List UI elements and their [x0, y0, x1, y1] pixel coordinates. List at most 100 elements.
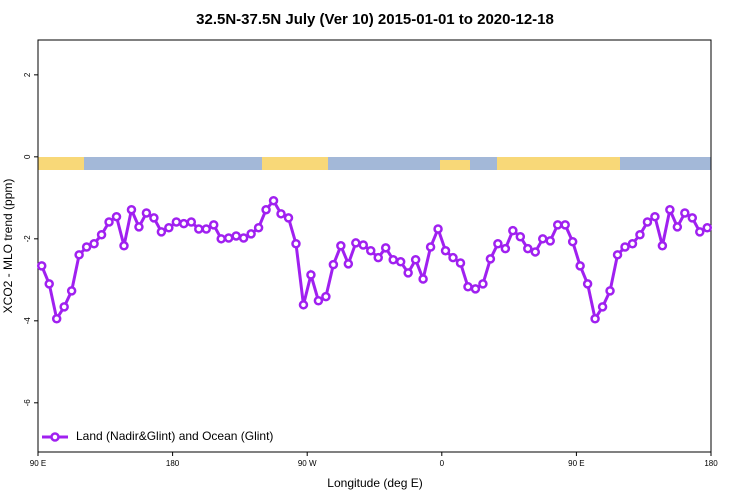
data-point	[582, 279, 593, 289]
data-point	[298, 300, 309, 310]
data-point	[194, 224, 204, 234]
data-point	[253, 223, 264, 233]
data-point	[51, 314, 62, 324]
y-tick-label: -6	[23, 399, 32, 407]
data-point	[366, 245, 376, 256]
x-axis-label: Longitude (deg E)	[327, 476, 422, 490]
data-point	[201, 224, 211, 234]
data-point	[126, 204, 137, 215]
data-point	[500, 243, 511, 254]
data-point	[149, 213, 159, 223]
x-tick-label: 90 E	[30, 459, 46, 468]
data-point	[687, 213, 698, 223]
data-point	[463, 282, 473, 292]
data-point	[433, 224, 443, 234]
chart-title: 32.5N-37.5N July (Ver 10) 2015-01-01 to …	[196, 11, 554, 28]
data-point	[650, 211, 660, 222]
data-point	[156, 227, 167, 237]
data-point	[538, 234, 548, 244]
data-point	[597, 302, 608, 312]
data-point	[635, 229, 645, 240]
data-point	[276, 209, 286, 219]
data-point	[530, 247, 541, 257]
data-point	[493, 238, 503, 249]
data-point	[523, 243, 533, 254]
data-point	[515, 232, 526, 242]
legend: Land (Nadir&Glint) and Ocean (Glint)	[42, 429, 273, 443]
data-point	[283, 213, 294, 223]
y-axis-label: XCO2 - MLO trend (ppm)	[1, 179, 15, 314]
data-point	[567, 236, 578, 247]
data-point	[395, 257, 406, 267]
data-point	[627, 238, 638, 249]
data-point	[111, 211, 122, 222]
plot-frame	[37, 39, 712, 453]
y-tick-label: 2	[23, 72, 32, 77]
data-point	[508, 225, 518, 236]
data-point	[552, 220, 563, 230]
data-point	[448, 252, 458, 263]
data-point	[119, 241, 129, 251]
data-point	[66, 286, 77, 296]
data-point	[268, 195, 279, 206]
x-tick-label: 180	[166, 459, 180, 468]
y-tick-label: -2	[23, 235, 32, 243]
x-tick-label: 90 W	[298, 459, 317, 468]
data-point	[410, 254, 421, 265]
data-point	[81, 242, 92, 252]
data-point	[478, 279, 488, 289]
data-point	[358, 240, 369, 250]
data-point	[164, 223, 174, 233]
data-point	[620, 242, 630, 252]
data-point	[672, 222, 683, 232]
data-point	[545, 236, 555, 246]
data-point	[440, 245, 451, 256]
data-point	[418, 274, 428, 284]
data-point	[44, 279, 54, 289]
data-point	[141, 208, 152, 218]
data-point	[590, 314, 600, 324]
data-point	[575, 261, 585, 271]
data-point	[171, 217, 182, 227]
legend-label: Land (Nadir&Glint) and Ocean (Glint)	[76, 429, 273, 443]
data-point	[605, 286, 615, 296]
data-point	[74, 250, 84, 260]
data-point	[134, 222, 144, 232]
x-tick-label: 90 E	[568, 459, 584, 468]
surface-strip	[38, 157, 711, 170]
x-tick-label: 0	[440, 459, 445, 468]
data-point	[223, 233, 234, 243]
data-point	[291, 238, 301, 249]
data-point	[455, 258, 466, 268]
legend-marker	[50, 432, 60, 442]
data-point	[657, 241, 668, 251]
data-point	[246, 229, 256, 239]
data-point	[351, 238, 361, 248]
data-point	[179, 218, 189, 229]
data-point	[373, 252, 383, 263]
x-tick-label: 180	[704, 459, 718, 468]
data-point	[89, 238, 99, 249]
data-point	[695, 227, 705, 237]
data-point	[59, 302, 69, 312]
y-tick-label: 0	[23, 154, 32, 159]
data-point	[231, 231, 241, 241]
data-point	[560, 220, 570, 230]
data-point	[470, 284, 481, 294]
data-point	[216, 234, 226, 244]
data-point	[96, 229, 107, 240]
data-point	[702, 223, 713, 233]
data-point	[238, 233, 249, 243]
data-point	[642, 217, 653, 227]
data-point	[380, 243, 391, 253]
data-point	[306, 270, 316, 280]
data-point	[208, 220, 219, 230]
y-tick-label: -4	[23, 317, 32, 325]
data-point	[186, 217, 197, 227]
data-point	[313, 295, 324, 306]
data-point	[336, 241, 346, 251]
data-point	[425, 242, 436, 252]
data-point	[388, 254, 398, 265]
data-point	[261, 204, 271, 215]
